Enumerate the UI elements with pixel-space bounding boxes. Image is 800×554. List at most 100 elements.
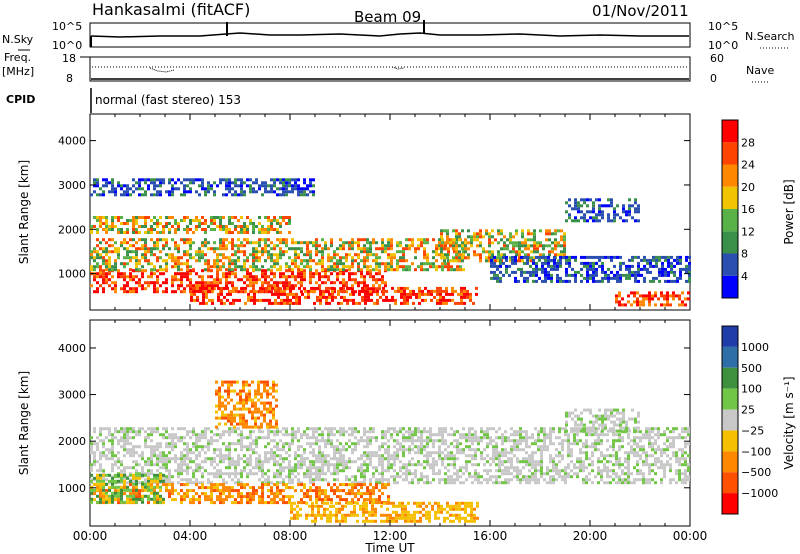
- power-cell: [509, 235, 512, 239]
- velocity-cell: [123, 448, 126, 452]
- velocity-cell: [528, 445, 531, 449]
- power-cell: [357, 284, 360, 288]
- power-cell: [228, 190, 231, 194]
- power-cell: [601, 264, 604, 268]
- power-cell: [228, 184, 231, 188]
- velocity-cell: [150, 457, 153, 461]
- velocity-cell: [390, 427, 393, 431]
- power-cell: [366, 290, 369, 294]
- velocity-cell: [501, 472, 504, 476]
- power-cell: [208, 289, 211, 293]
- power-region: [90, 238, 465, 272]
- power-cell: [688, 276, 691, 280]
- velocity-cell: [144, 439, 147, 443]
- power-cell: [228, 187, 231, 191]
- power-cell: [583, 216, 586, 220]
- velocity-cell: [483, 457, 486, 461]
- power-cell: [411, 241, 414, 245]
- power-cell: [93, 181, 96, 185]
- nsky-label: N.Sky: [2, 33, 34, 46]
- power-cell: [666, 294, 669, 298]
- velocity-cell: [348, 457, 351, 461]
- power-cell: [378, 272, 381, 276]
- power-cell: [393, 253, 396, 257]
- velocity-cell: [663, 463, 666, 467]
- power-cell: [327, 253, 330, 257]
- velocity-cell: [498, 460, 501, 464]
- velocity-cell: [282, 457, 285, 461]
- velocity-cell: [333, 448, 336, 452]
- power-cell: [162, 181, 165, 185]
- power-cell: [324, 244, 327, 248]
- velocity-cell: [567, 463, 570, 467]
- velocity-cell: [657, 433, 660, 437]
- power-cell: [673, 279, 676, 283]
- velocity-cell: [618, 481, 621, 485]
- velocity-cell: [90, 445, 93, 449]
- power-cell: [496, 267, 499, 271]
- velocity-cell: [186, 472, 189, 476]
- velocity-cell: [393, 463, 396, 467]
- power-cell: [171, 284, 174, 288]
- power-cell: [156, 190, 159, 194]
- power-cell: [270, 241, 273, 245]
- power-cell: [622, 261, 625, 265]
- velocity-cell: [426, 445, 429, 449]
- velocity-cell: [249, 430, 252, 434]
- velocity-cell: [408, 481, 411, 485]
- power-cell: [231, 247, 234, 251]
- velocity-cell: [459, 442, 462, 446]
- velocity-cell: [447, 433, 450, 437]
- velocity-cell: [684, 436, 687, 440]
- velocity-cell: [363, 451, 366, 455]
- power-cell: [354, 241, 357, 245]
- velocity-cell: [393, 439, 396, 443]
- power-cell: [135, 265, 138, 269]
- power-cell: [306, 241, 309, 245]
- power-cell: [264, 184, 267, 188]
- power-cell: [526, 261, 529, 265]
- power-cell: [357, 256, 360, 260]
- power-cell: [102, 275, 105, 279]
- velocity-cell: [126, 427, 129, 431]
- power-cell: [186, 184, 189, 188]
- power-cell: [687, 297, 690, 301]
- power-cell: [423, 247, 426, 251]
- power-cell: [676, 279, 679, 283]
- power-cell: [279, 247, 282, 251]
- velocity-cell: [654, 448, 657, 452]
- power-cell: [243, 244, 246, 248]
- power-cell: [279, 187, 282, 191]
- velocity-cell: [489, 478, 492, 482]
- power-cell: [282, 193, 285, 197]
- velocity-cell: [222, 457, 225, 461]
- velocity-cell: [321, 469, 324, 473]
- power-cell: [309, 241, 312, 245]
- power-cell: [509, 232, 512, 236]
- power-cell: [159, 193, 162, 197]
- power-cell: [622, 207, 625, 211]
- velocity-cell: [492, 451, 495, 455]
- power-cell: [114, 193, 117, 197]
- velocity-cell: [300, 433, 303, 437]
- velocity-cell: [171, 439, 174, 443]
- power-cell: [670, 279, 673, 283]
- velocity-cell: [249, 454, 252, 458]
- velocity-cell: [111, 466, 114, 470]
- velocity-cell: [288, 481, 291, 485]
- velocity-cell: [201, 472, 204, 476]
- velocity-cell: [450, 481, 453, 485]
- velocity-cell: [582, 451, 585, 455]
- power-cell: [679, 276, 682, 280]
- power-cell: [165, 290, 168, 294]
- power-cell: [542, 247, 545, 251]
- velocity-cell: [423, 481, 426, 485]
- power-cell: [601, 255, 604, 259]
- power-cell: [539, 229, 542, 233]
- power-cell: [189, 272, 192, 276]
- velocity-cell: [642, 460, 645, 464]
- velocity-cell: [282, 481, 285, 485]
- velocity-cell: [429, 451, 432, 455]
- velocity-cell: [330, 457, 333, 461]
- velocity-cell: [129, 454, 132, 458]
